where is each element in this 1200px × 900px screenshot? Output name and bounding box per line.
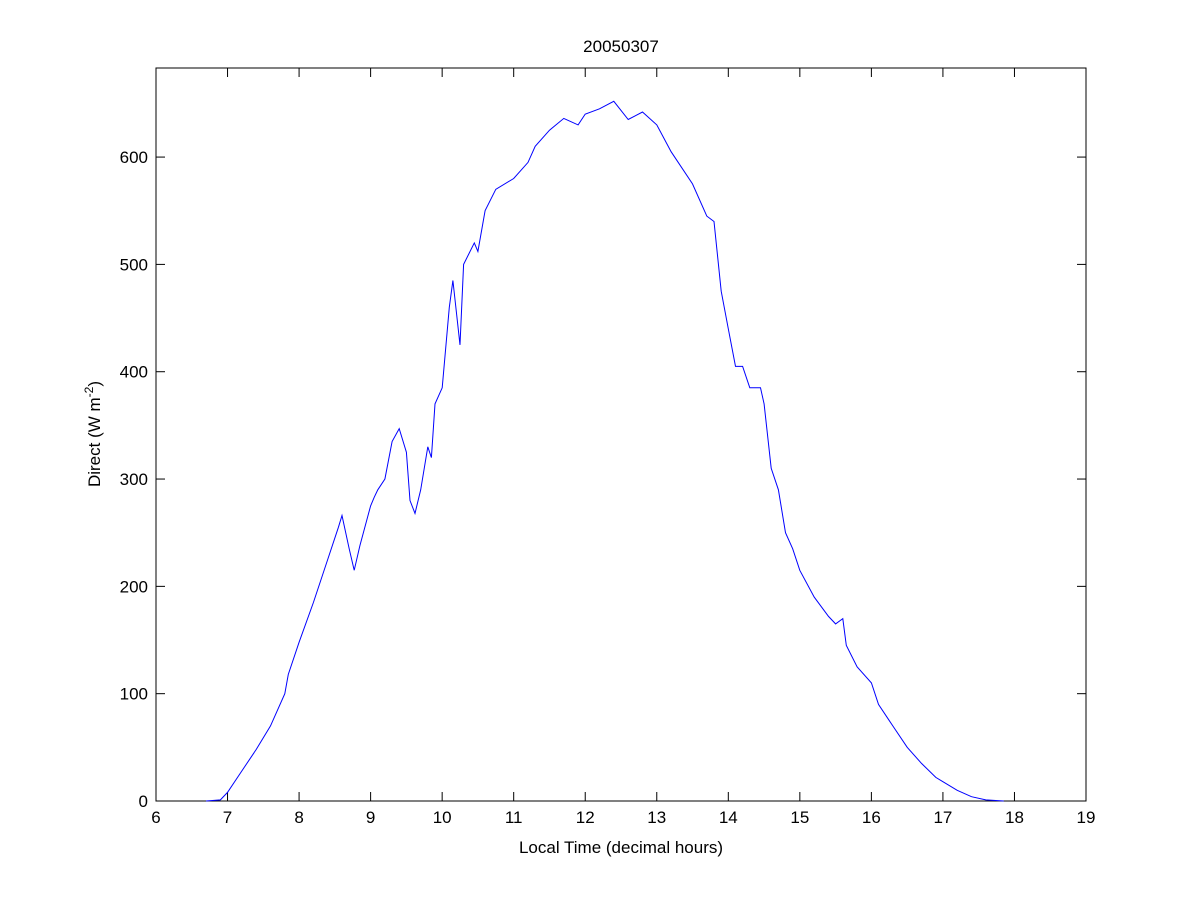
x-tick-label: 12 [576,808,595,827]
x-tick-label: 18 [1005,808,1024,827]
series-line-direct [206,100,1004,802]
y-axis-label-suffix: ) [85,381,104,387]
x-tick-label: 13 [647,808,666,827]
y-tick-label: 600 [120,148,148,167]
x-axis-label: Local Time (decimal hours) [519,838,723,857]
y-tick-label: 100 [120,685,148,704]
x-tick-label: 15 [790,808,809,827]
axes: 6 7 8 9 10 11 12 13 14 15 16 17 18 19 0 100 200 300 400 500… [120,67,1096,827]
y-tick-label: 0 [139,792,148,811]
chart-title: 20050307 [583,37,659,56]
x-tick-label: 6 [151,808,160,827]
y-tick-label: 200 [120,577,148,596]
y-axis-label: Direct (W m-2) [82,381,104,487]
x-tick-label: 16 [862,808,881,827]
x-tick-label: 9 [366,808,375,827]
y-tick-label: 500 [120,255,148,274]
x-tick-label: 17 [933,808,952,827]
plot-frame [155,67,1087,802]
y-axis-label-superscript: -2 [82,386,96,397]
x-tick-label: 14 [719,808,738,827]
x-tick-label: 7 [223,808,232,827]
x-tick-label: 10 [433,808,452,827]
y-axis-label-main: Direct (W m [85,397,104,487]
y-tick-label: 400 [120,363,148,382]
x-tick-label: 11 [505,808,523,827]
x-tick-label: 8 [294,808,303,827]
x-tick-label: 19 [1077,808,1096,827]
y-tick-label: 300 [120,470,148,489]
